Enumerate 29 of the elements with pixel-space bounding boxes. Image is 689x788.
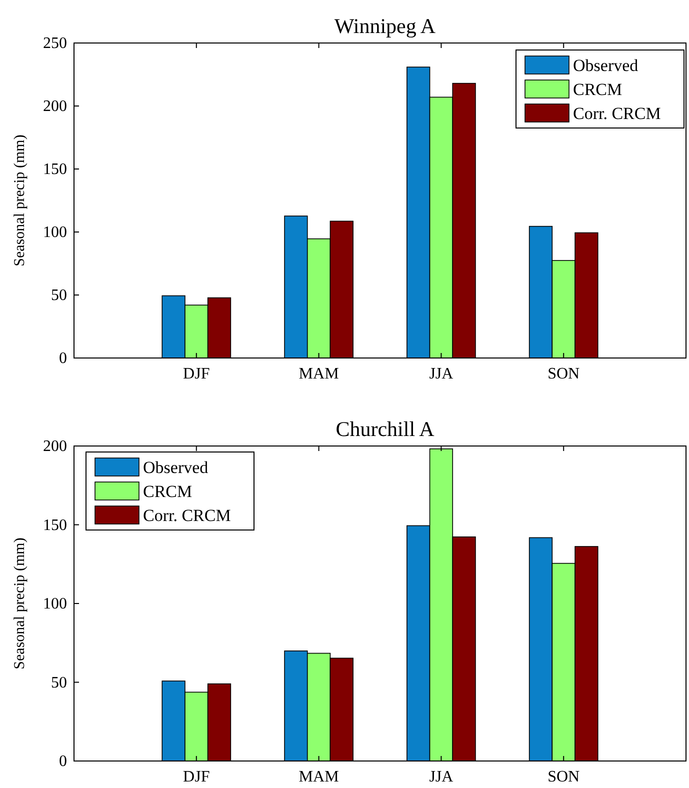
legend-label: Observed	[143, 458, 209, 477]
x-tick-label: DJF	[183, 365, 210, 382]
chart-title: Churchill A	[336, 417, 436, 441]
y-tick-label: 250	[43, 35, 67, 52]
x-tick-label: SON	[548, 365, 580, 382]
y-tick-label: 150	[43, 161, 67, 178]
y-tick-label: 200	[43, 98, 67, 116]
y-axis-title: Seasonal precip (mm)	[12, 134, 28, 266]
y-tick-label: 100	[43, 224, 67, 242]
y-tick-label: 50	[51, 287, 67, 304]
chart-title: Winnipeg A	[334, 14, 436, 38]
x-tick-label: MAM	[298, 365, 339, 382]
x-tick-label: JJA	[429, 365, 454, 382]
legend-label: CRCM	[143, 482, 192, 501]
y-axis-title: Seasonal precip (mm)	[12, 538, 28, 670]
x-tick-label: JJA	[429, 768, 454, 786]
y-tick-label: 0	[59, 753, 67, 770]
legend-label: Corr. CRCM	[143, 506, 231, 525]
legend-label: CRCM	[573, 80, 622, 99]
legend-label: Corr. CRCM	[573, 104, 661, 123]
x-tick-label: SON	[548, 768, 580, 786]
legend-label: Observed	[573, 56, 639, 75]
x-tick-label: DJF	[183, 768, 210, 786]
y-tick-label: 0	[59, 350, 67, 368]
y-tick-label: 50	[51, 674, 67, 692]
y-tick-label: 150	[43, 516, 67, 534]
y-tick-label: 100	[43, 596, 67, 613]
x-tick-label: MAM	[298, 768, 339, 786]
y-tick-label: 200	[43, 438, 67, 456]
